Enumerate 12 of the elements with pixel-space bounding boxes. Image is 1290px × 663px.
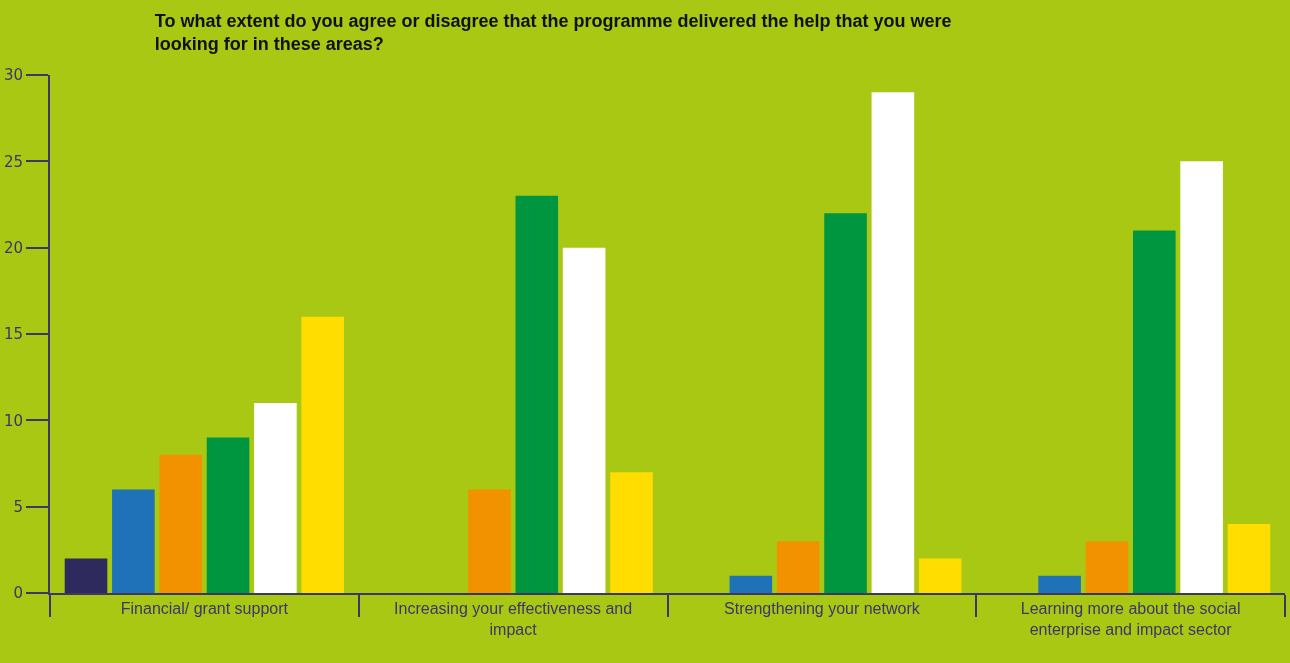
x-tick-label: Strengthening your network xyxy=(724,600,921,618)
x-tick-label: Increasing your effectiveness and impact xyxy=(394,600,633,638)
y-tick-label: 15 xyxy=(3,325,23,344)
y-tick-label: 0 xyxy=(13,584,23,603)
y-tick-label: 30 xyxy=(3,66,23,85)
y-tick-label: 10 xyxy=(3,411,23,430)
y-tick-label: 25 xyxy=(3,152,23,171)
y-tick-label: 20 xyxy=(3,238,23,257)
x-tick-label: Learning more about the social enterprise and impact sector xyxy=(1020,600,1241,638)
y-tick-label: 5 xyxy=(13,497,23,516)
chart-title: To what extent do you agree or disagree that the programme delivered the help that you were looking for in these areas? xyxy=(154,10,952,54)
x-tick-label: Financial/ grant support xyxy=(120,600,289,618)
